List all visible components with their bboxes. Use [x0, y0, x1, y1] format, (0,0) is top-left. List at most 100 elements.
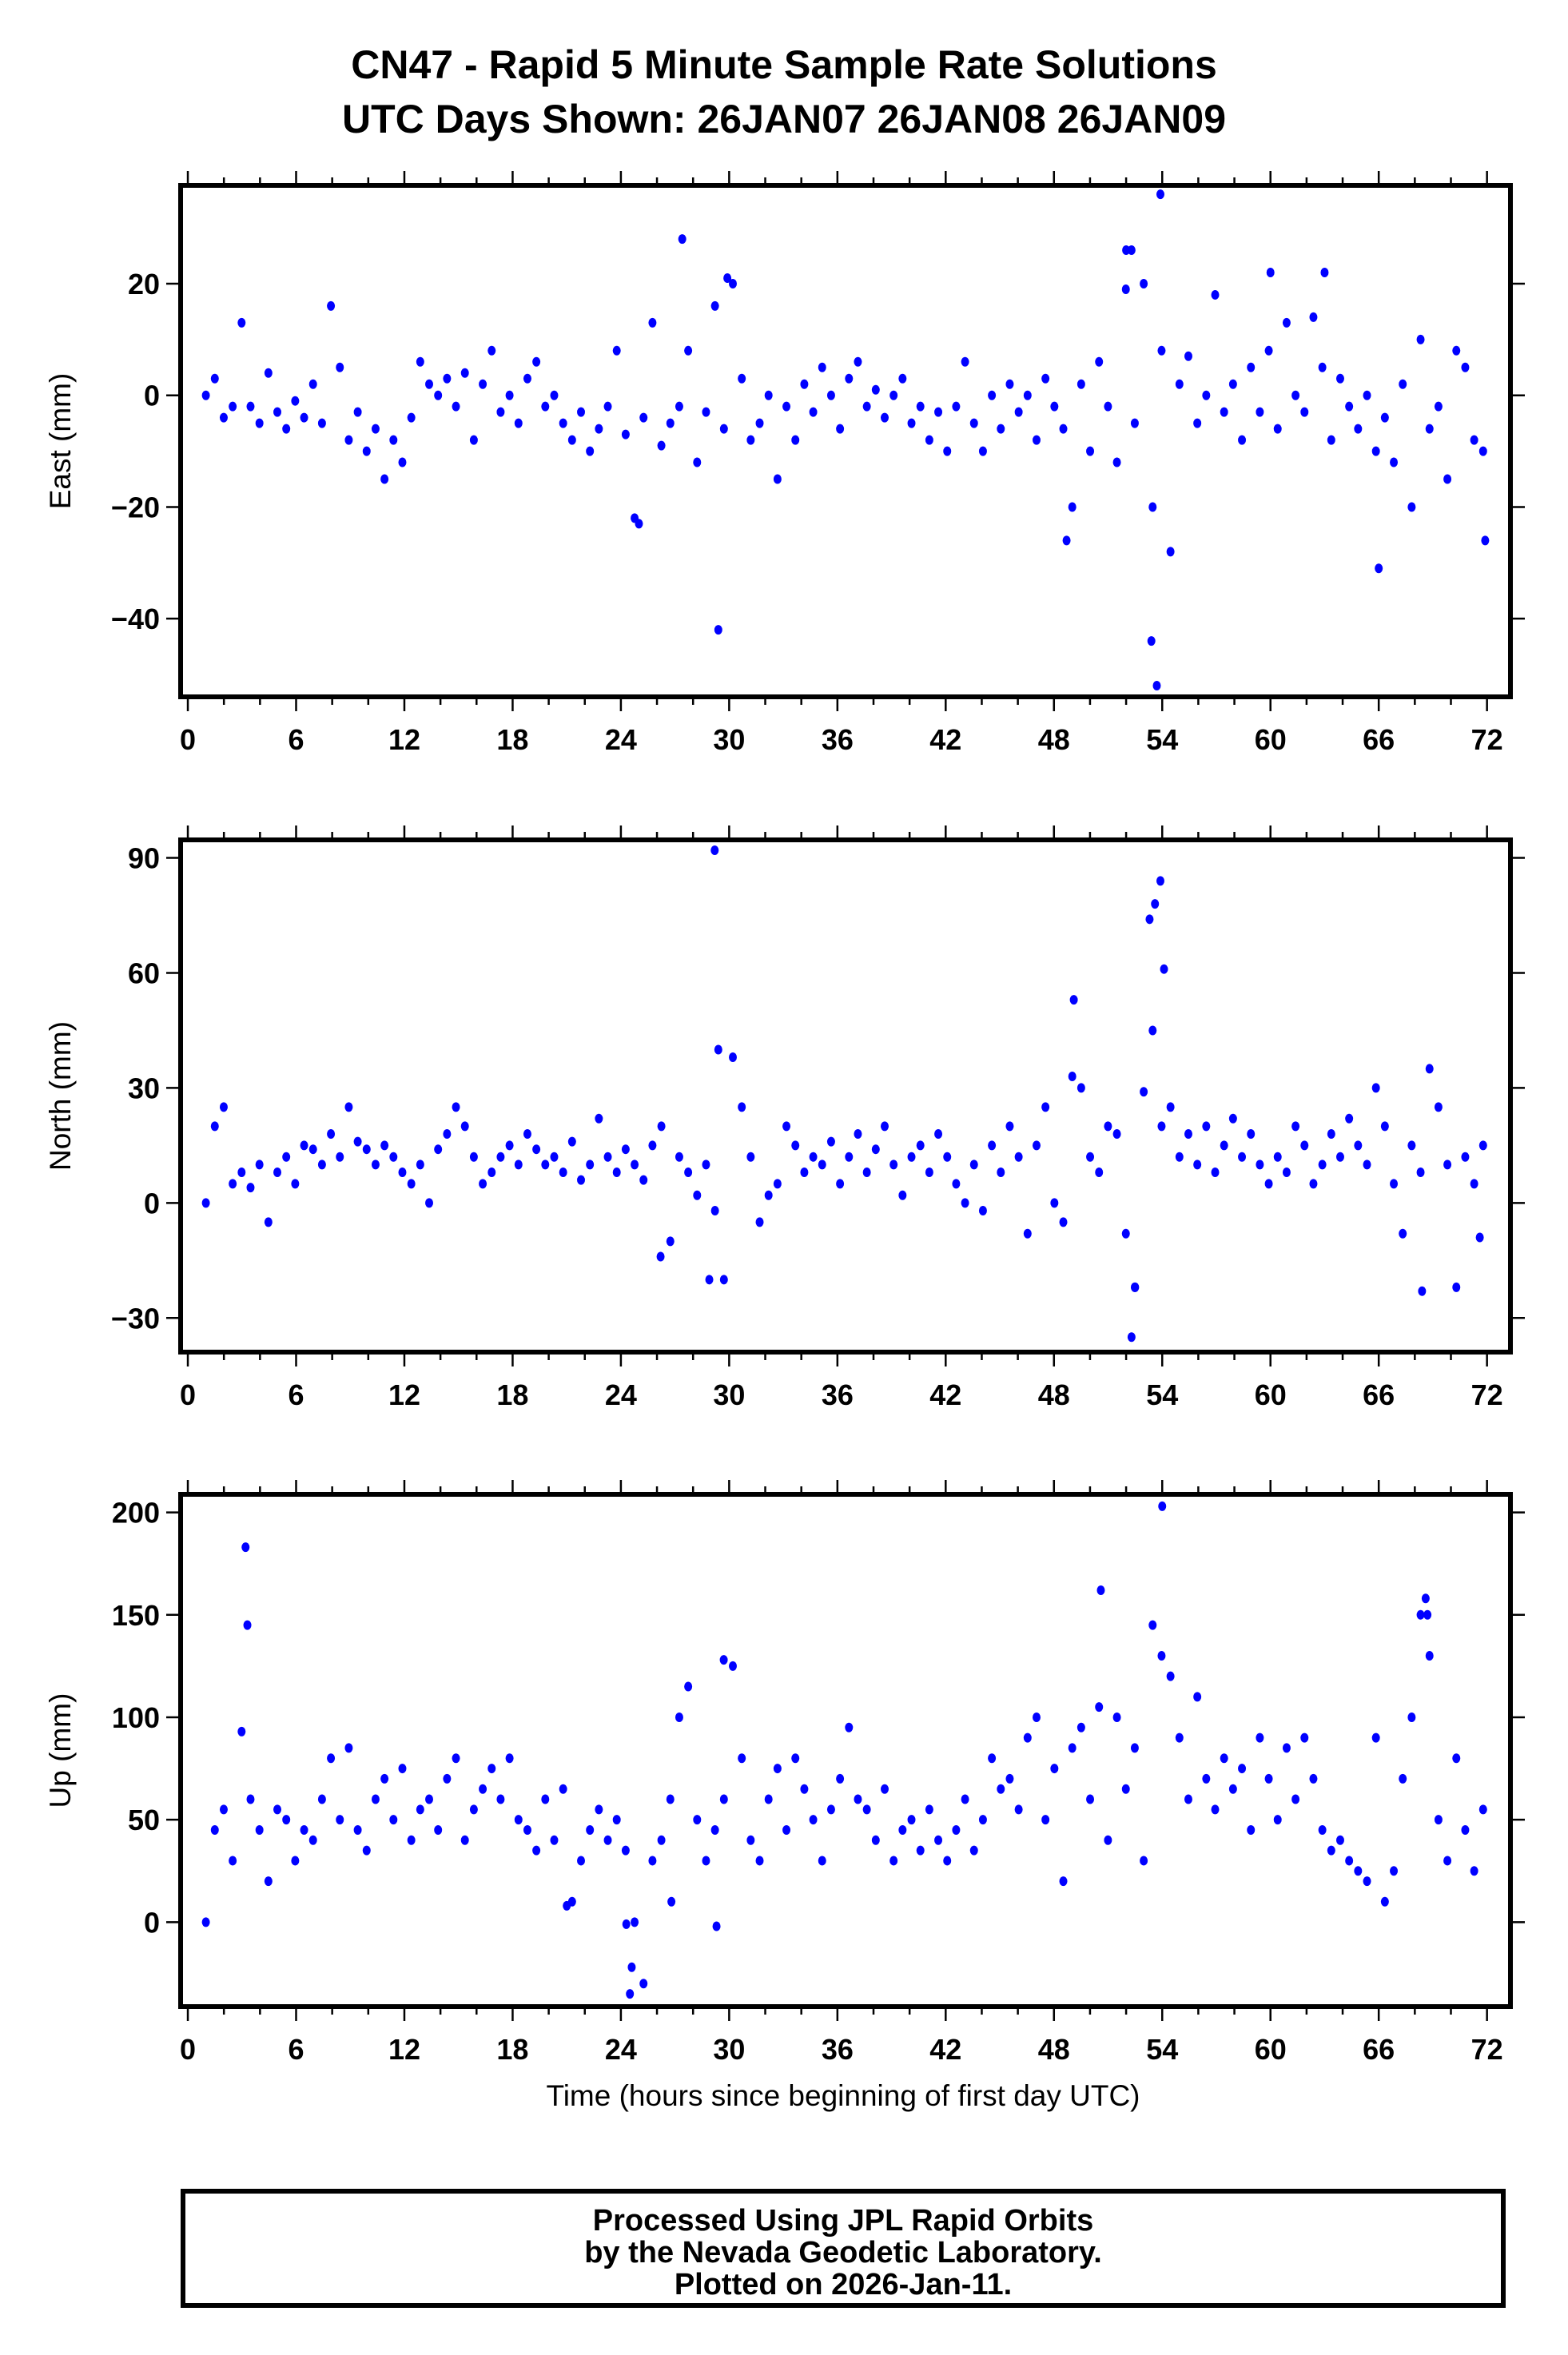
- data-point: [1130, 1743, 1139, 1753]
- data-point: [300, 1824, 308, 1835]
- y-tick-label: 30: [128, 1072, 160, 1104]
- outlier-point: [1127, 1332, 1136, 1343]
- up-series: [201, 1501, 1487, 1999]
- data-point: [505, 1140, 514, 1151]
- data-point: [1014, 1152, 1023, 1162]
- data-point: [1407, 1140, 1416, 1151]
- data-point: [675, 1712, 683, 1722]
- data-point: [648, 1856, 657, 1866]
- y-tick-label: −20: [111, 491, 160, 523]
- data-point: [1140, 1856, 1148, 1866]
- data-point: [1247, 1128, 1256, 1139]
- data-point: [845, 373, 854, 384]
- x-tick-label: 30: [713, 2033, 745, 2066]
- data-point: [952, 401, 961, 412]
- data-point: [898, 1190, 907, 1200]
- y-axis-label: North (mm): [44, 1021, 77, 1171]
- data-point: [300, 412, 308, 423]
- x-tick-label: 30: [713, 723, 745, 756]
- data-point: [308, 379, 317, 389]
- data-point: [1211, 1804, 1220, 1815]
- data-point: [229, 1856, 237, 1866]
- data-point: [353, 407, 362, 417]
- data-point: [344, 435, 353, 445]
- outlier-point: [1375, 563, 1383, 574]
- data-point: [317, 418, 326, 428]
- data-point: [943, 1152, 952, 1162]
- data-point: [282, 1815, 291, 1825]
- data-point: [255, 1160, 264, 1170]
- data-point: [559, 1784, 567, 1794]
- data-point: [595, 424, 603, 434]
- data-point: [264, 368, 273, 378]
- data-point: [684, 1167, 693, 1177]
- outlier-point: [714, 1044, 722, 1055]
- data-point: [229, 1179, 237, 1189]
- data-point: [969, 1845, 978, 1856]
- x-tick-label: 72: [1471, 1378, 1503, 1411]
- data-point: [755, 418, 764, 428]
- data-point: [201, 390, 210, 400]
- data-point: [693, 1190, 702, 1200]
- data-point: [1014, 407, 1023, 417]
- outlier-point: [1062, 535, 1071, 546]
- data-point: [479, 1784, 488, 1794]
- data-point: [246, 401, 255, 412]
- data-point: [1193, 418, 1202, 428]
- footer-line-1: Processed Using JPL Rapid Orbits: [592, 2204, 1094, 2238]
- plot-frame-east: [178, 183, 1513, 699]
- data-point: [425, 1198, 434, 1208]
- data-point: [1050, 1198, 1059, 1208]
- data-point: [907, 1815, 916, 1825]
- data-point: [809, 407, 818, 417]
- data-point: [1318, 1160, 1327, 1170]
- data-point: [469, 1804, 478, 1815]
- data-point: [1211, 289, 1220, 300]
- data-point: [559, 1167, 567, 1177]
- data-point: [282, 1152, 291, 1162]
- data-point: [854, 356, 862, 367]
- data-point: [746, 1835, 755, 1845]
- data-point: [452, 1102, 460, 1112]
- outlier-point: [622, 1919, 631, 1929]
- data-point: [1086, 1152, 1095, 1162]
- data-point: [1291, 1121, 1300, 1132]
- data-point: [237, 1167, 246, 1177]
- data-point: [1014, 1804, 1023, 1815]
- data-point: [934, 407, 943, 417]
- data-point: [997, 1784, 1005, 1794]
- data-point: [818, 1160, 826, 1170]
- y-axis-label: Up (mm): [44, 1693, 77, 1808]
- data-point: [479, 379, 488, 389]
- data-point: [407, 1179, 416, 1189]
- data-point: [336, 362, 344, 372]
- data-point: [1345, 1113, 1354, 1124]
- data-point: [1309, 1773, 1318, 1784]
- x-tick-label: 66: [1363, 723, 1395, 756]
- data-point: [889, 390, 898, 400]
- data-point: [488, 345, 496, 356]
- data-point: [809, 1152, 818, 1162]
- data-point: [567, 435, 576, 445]
- data-point: [826, 390, 835, 400]
- data-point: [1041, 1102, 1050, 1112]
- outlier-point: [678, 234, 686, 245]
- data-point: [1166, 547, 1175, 557]
- y-tick-label: −30: [111, 1302, 160, 1335]
- data-point: [1104, 1835, 1112, 1845]
- data-point: [1023, 390, 1032, 400]
- x-tick-label: 12: [388, 723, 420, 756]
- data-point: [871, 1835, 880, 1845]
- data-point: [1211, 1167, 1220, 1177]
- y-tick-label: 150: [112, 1599, 160, 1632]
- data-point: [889, 1160, 898, 1170]
- data-point: [1112, 1128, 1121, 1139]
- outlier-point: [1158, 1501, 1167, 1511]
- data-point: [1282, 317, 1291, 328]
- data-point: [1399, 379, 1407, 389]
- data-point: [1086, 1794, 1095, 1804]
- data-point: [1371, 446, 1380, 456]
- data-point: [925, 1167, 933, 1177]
- data-point: [1005, 379, 1014, 389]
- data-point: [362, 446, 371, 456]
